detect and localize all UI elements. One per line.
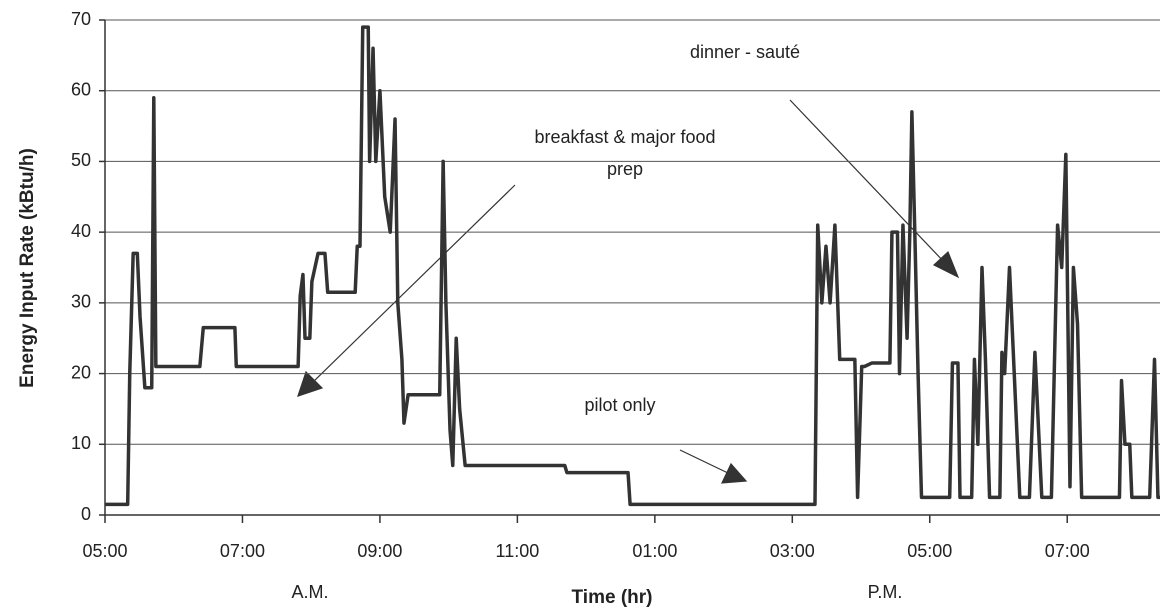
y-tick-label: 50 [71, 150, 91, 170]
annotation: pilot only [584, 395, 655, 415]
arrow-line [679, 449, 731, 475]
x-tick-label: 03:00 [770, 541, 815, 561]
arrow-head [297, 370, 324, 397]
x-tick-label: 01:00 [632, 541, 677, 561]
period-label: P.M. [868, 582, 903, 602]
x-tick-label: 05:00 [907, 541, 952, 561]
annotation: dinner - sauté [690, 42, 800, 62]
period-label: A.M. [291, 582, 328, 602]
y-tick-label: 20 [71, 362, 91, 382]
arrow-line [789, 99, 947, 265]
arrow-line [311, 184, 516, 384]
y-tick-label: 40 [71, 221, 91, 241]
x-tick-label: 07:00 [1045, 541, 1090, 561]
x-tick-label: 11:00 [496, 541, 540, 561]
y-tick-label: 70 [71, 9, 91, 29]
arrow-head [721, 462, 748, 484]
arrow-head [932, 250, 960, 279]
annotation: prep [607, 159, 643, 179]
x-tick-label: 05:00 [82, 541, 127, 561]
annotation-arrows [297, 99, 960, 484]
y-tick-label: 10 [71, 433, 91, 453]
x-tick-label: 09:00 [357, 541, 402, 561]
x-tick-label: 07:00 [220, 541, 265, 561]
x-axis-title: Time (hr) [572, 587, 653, 608]
y-tick-label: 30 [71, 292, 91, 312]
annotation: breakfast & major food [534, 127, 715, 147]
y-tick-label: 0 [81, 504, 91, 524]
y-axis-title: Energy Input Rate (kBtu/h) [17, 148, 38, 388]
data-line [105, 25, 1160, 507]
y-tick-label: 60 [71, 79, 91, 99]
